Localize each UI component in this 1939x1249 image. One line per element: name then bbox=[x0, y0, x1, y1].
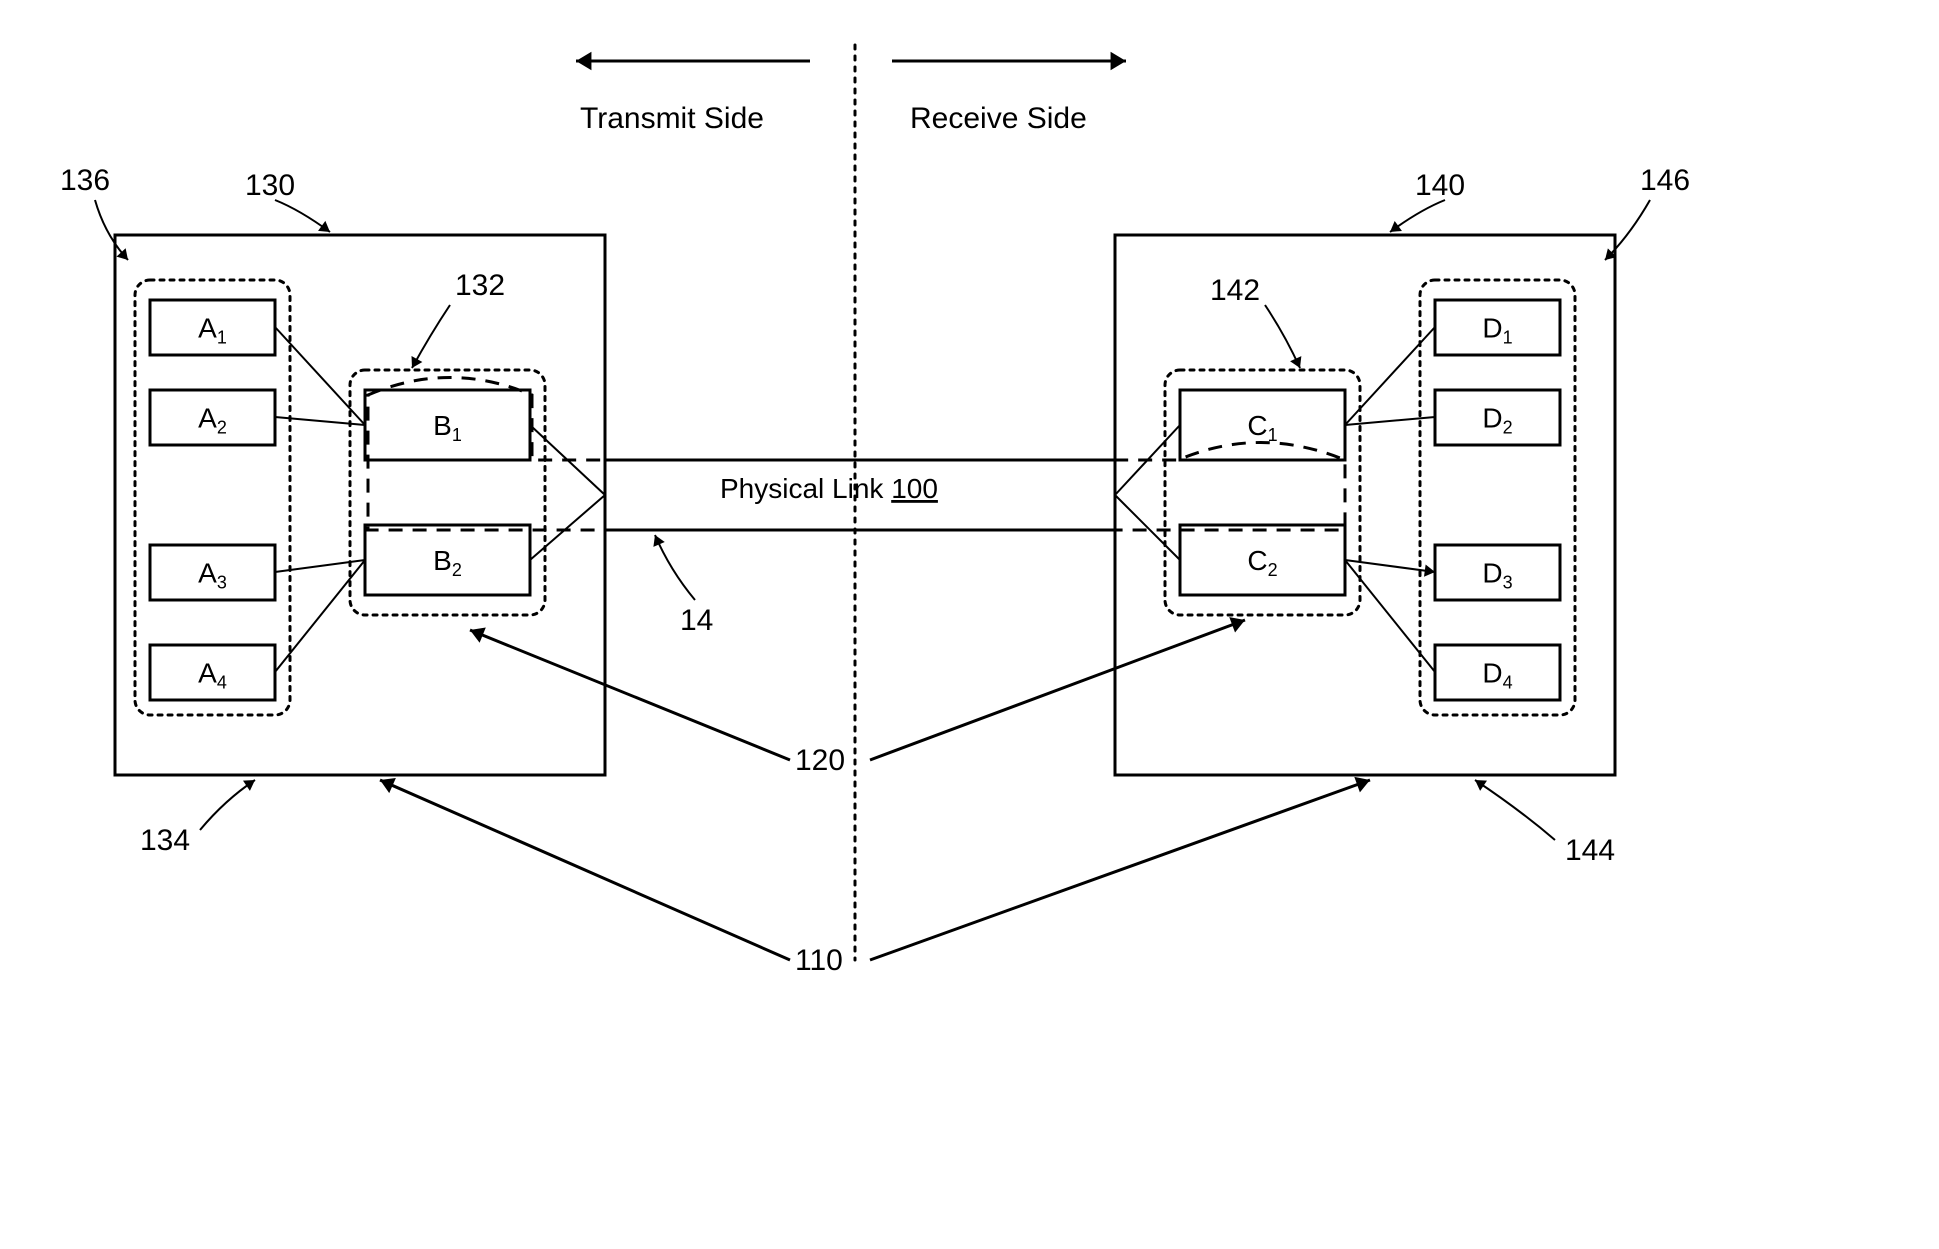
svg-text:D4: D4 bbox=[1482, 658, 1512, 693]
svg-text:A4: A4 bbox=[198, 658, 227, 693]
svg-text:D2: D2 bbox=[1482, 403, 1512, 438]
svg-text:130: 130 bbox=[245, 169, 295, 202]
svg-text:D1: D1 bbox=[1482, 313, 1512, 348]
svg-text:D3: D3 bbox=[1482, 558, 1512, 593]
svg-text:A3: A3 bbox=[198, 558, 227, 593]
svg-text:146: 146 bbox=[1640, 164, 1690, 197]
svg-text:120: 120 bbox=[795, 744, 845, 777]
svg-text:C1: C1 bbox=[1247, 410, 1277, 445]
svg-text:B1: B1 bbox=[433, 410, 462, 445]
svg-text:A2: A2 bbox=[198, 403, 227, 438]
diagram-svg: Transmit Side Receive Side A1 A2 A3 A4 B1 B2 C1 C… bbox=[0, 0, 1939, 1249]
svg-text:144: 144 bbox=[1565, 834, 1615, 867]
svg-text:142: 142 bbox=[1210, 274, 1260, 307]
svg-text:Receive Side: Receive Side bbox=[910, 102, 1087, 135]
svg-text:B2: B2 bbox=[433, 545, 462, 580]
svg-text:110: 110 bbox=[795, 944, 843, 977]
svg-text:136: 136 bbox=[60, 164, 110, 197]
svg-text:140: 140 bbox=[1415, 169, 1465, 202]
svg-text:14: 14 bbox=[680, 604, 713, 637]
svg-text:132: 132 bbox=[455, 269, 505, 302]
svg-text:Physical Link 100: Physical Link 100 bbox=[720, 473, 938, 504]
svg-text:A1: A1 bbox=[198, 313, 227, 348]
svg-text:134: 134 bbox=[140, 824, 190, 857]
svg-text:Transmit Side: Transmit Side bbox=[580, 102, 764, 135]
svg-text:C2: C2 bbox=[1247, 545, 1277, 580]
